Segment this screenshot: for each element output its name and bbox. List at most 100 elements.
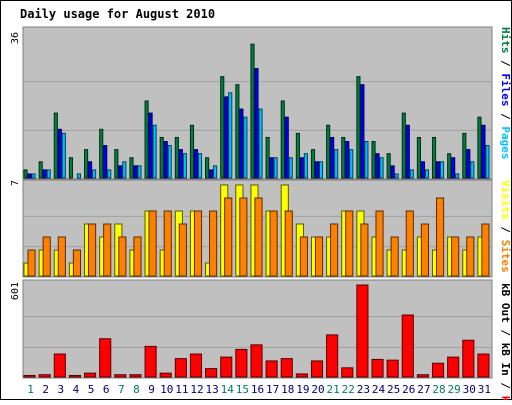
bar-hits-day-22 [341,136,346,179]
bar-pages-day-27 [424,169,429,179]
bar-kb-f-day-5 [84,372,97,378]
bar-kb-f-day-25 [386,359,399,378]
bar-pages-day-28 [439,161,445,179]
bar-hits-day-4 [68,157,74,179]
bar-files-day-23 [360,84,365,179]
bar-files-day-13 [209,169,214,179]
x-tick-label-day-10: 10 [160,383,173,396]
bar-pages-day-5 [92,169,97,179]
legend-separator: / [499,107,512,127]
bar-kb-f-day-4 [68,374,82,378]
bar-sites-day-22 [345,210,354,277]
bar-kb-f-day-14 [220,356,233,378]
bar-sites-day-12 [193,210,203,277]
bar-hits-day-16 [250,43,255,179]
bar-files-day-8 [133,165,138,179]
x-tick-label-day-17: 17 [266,383,279,396]
bar-kb-f-day-31 [477,353,490,378]
bar-sites-day-9 [148,210,157,277]
bar-files-day-19 [299,157,304,179]
bar-hits-day-5 [84,149,89,179]
x-axis-labels: 1 2 3 4 5 6 7 8 9 10 11 12 13 14 15 16 17 18 19 20 21 22 23 24 2… [27,383,491,396]
bar-files-day-7 [118,165,123,179]
bar-kb-f-day-28 [431,362,445,378]
x-tick-label-day-8: 8 [133,383,140,396]
bar-pages-day-6 [107,169,112,179]
bar-sites-day-26 [405,210,414,277]
bar-kb-f-day-21 [326,334,339,378]
bar-pages-day-11 [182,153,187,179]
x-tick-label-day-24: 24 [372,383,386,396]
bar-kb-f-day-1 [23,374,36,378]
bar-pages-day-31 [485,145,490,179]
bar-kb-f-day-29 [447,356,460,378]
x-tick-label-day-26: 26 [402,383,415,396]
bar-kb-f-day-30 [462,339,475,378]
bar-sites-day-28 [435,197,445,277]
bar-sites-day-27 [420,223,429,277]
bar-kb-f-day-3 [53,353,66,378]
bar-hits-day-13 [205,157,210,179]
bar-files-day-18 [284,116,289,179]
x-tick-label-day-30: 30 [463,383,476,396]
legend-item-pages: Pages [499,126,512,159]
bar-sites-day-24 [375,210,384,277]
bar-hits-day-7 [114,149,119,179]
chart-title: Daily usage for August 2010 [20,7,215,21]
bar-files-day-15 [239,108,244,179]
bar-sites-day-29 [451,236,460,277]
bar-sites-day-5 [88,223,97,277]
bar-files-day-3 [57,128,62,179]
x-tick-label-day-27: 27 [417,383,430,396]
bar-sites-day-23 [360,223,369,277]
bar-kb-f-day-20 [310,360,324,378]
bar-hits-day-23 [356,76,361,179]
bar-files-day-29 [451,157,456,179]
bar-sites-day-16 [254,197,263,277]
x-tick-label-day-14: 14 [221,383,235,396]
bar-kb-f-day-23 [356,284,369,378]
bar-pages-day-24 [379,157,384,179]
bar-files-day-9 [148,112,153,179]
bar-sites-day-30 [466,236,475,277]
bar-files-day-20 [314,161,320,179]
bar-hits-day-12 [189,124,195,179]
x-tick-label-day-21: 21 [327,383,340,396]
bar-kb-f-day-15 [235,348,248,378]
bar-hits-day-26 [401,112,406,179]
bar-pages-day-17 [273,157,278,179]
bar-kb-f-day-13 [205,368,218,378]
bar-sites-day-19 [299,236,308,277]
x-tick-label-day-15: 15 [236,383,249,396]
bar-kb-f-day-22 [341,367,354,378]
bar-kb-f-day-19 [295,373,308,378]
bar-kb-f-day-18 [280,358,293,378]
x-tick-label-day-5: 5 [88,383,95,396]
bar-sites-day-7 [118,236,127,277]
x-tick-label-day-11: 11 [175,383,188,396]
bar-hits-day-21 [326,124,331,179]
bar-pages-day-30 [470,161,475,179]
bar-kb-f-day-6 [99,338,112,378]
legend-separator: / [499,323,512,343]
legend-item-sites: Sites [499,240,512,273]
bar-hits-day-30 [462,132,467,179]
bar-sites-day-21 [330,223,339,277]
bar-pages-day-20 [318,161,324,179]
legend-kbytes: kB Out / kB In / kB F [499,283,512,400]
bar-kb-f-day-7 [114,374,127,378]
bar-sites-day-14 [224,197,233,277]
bar-files-day-22 [345,141,350,179]
bar-hits-day-17 [265,136,270,179]
bar-kb-f-day-24 [371,358,384,378]
x-tick-label-day-12: 12 [190,383,203,396]
bar-hits-day-6 [99,128,104,179]
legend-item-visits: Visits [499,180,512,220]
bar-hits-day-28 [431,136,437,179]
legend-hits-files-pages: Hits / Files / Pages [499,27,512,160]
chart-legends: Hits / Files / Pages Visits / Sites kB Out… [499,27,512,405]
bar-sites-day-25 [390,236,399,277]
x-tick-label-day-1: 1 [27,383,34,396]
